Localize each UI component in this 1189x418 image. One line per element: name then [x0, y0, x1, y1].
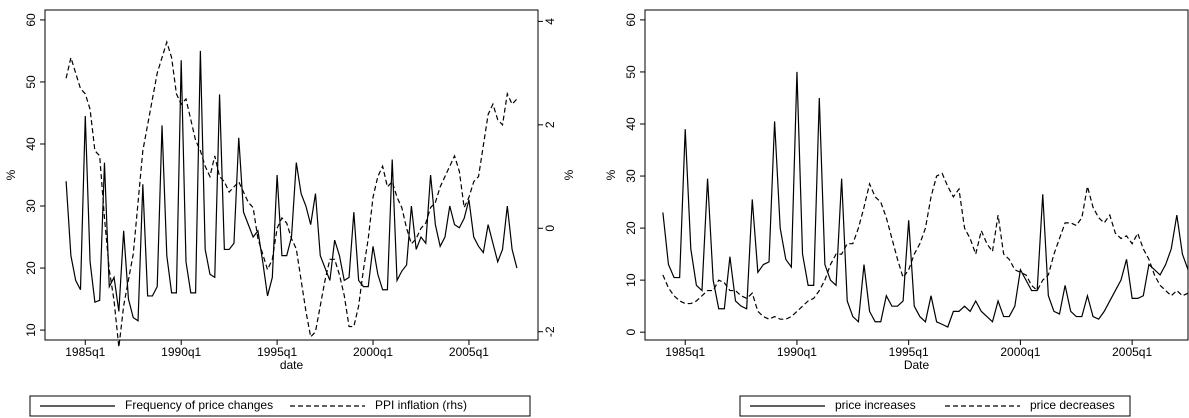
y-tick-label: 60: [24, 13, 38, 27]
legend-label: price increases: [835, 398, 916, 412]
legend-box: [739, 395, 1131, 417]
x-tick-label: 1990q1: [777, 345, 817, 359]
y2-tick-label: 2: [543, 121, 557, 128]
plot-frame: [644, 9, 1189, 341]
x-tick-label: 2005q1: [449, 345, 489, 359]
x-tick-label: 1985q1: [665, 345, 705, 359]
legend-box: [29, 395, 531, 417]
y-tick-label: 10: [24, 323, 38, 337]
legend-label: PPI inflation (rhs): [375, 398, 467, 412]
series-line: [65, 40, 518, 348]
series-line: [662, 71, 1189, 328]
legend-label: price decreases: [1030, 398, 1115, 412]
y-tick-label: 50: [24, 75, 38, 89]
y2-tick-label: -2: [543, 326, 557, 337]
y-tick-label: 20: [24, 261, 38, 275]
x-axis-title: date: [280, 358, 304, 372]
x-tick-label: 2000q1: [353, 345, 393, 359]
y-tick-label: 60: [624, 13, 638, 27]
y-axis-title: %: [4, 169, 18, 180]
y-tick-label: 30: [624, 169, 638, 183]
y2-tick-label: 4: [543, 18, 557, 25]
x-tick-label: 2005q1: [1112, 345, 1152, 359]
x-tick-label: 2000q1: [1000, 345, 1040, 359]
y-tick-label: 40: [24, 137, 38, 151]
x-axis-title: Date: [904, 358, 930, 372]
x-tick-label: 1990q1: [161, 345, 201, 359]
y-tick-label: 10: [624, 273, 638, 287]
x-tick-label: 1995q1: [889, 345, 929, 359]
y-tick-label: 20: [624, 221, 638, 235]
y-tick-label: 30: [24, 199, 38, 213]
x-tick-label: 1995q1: [257, 345, 297, 359]
plot-frame: [44, 9, 539, 341]
y-axis-title: %: [604, 169, 618, 180]
y2-axis-title: %: [562, 169, 576, 180]
series-line: [65, 50, 518, 322]
y-tick-label: 50: [624, 65, 638, 79]
y2-tick-label: 0: [543, 225, 557, 232]
legend-label: Frequency of price changes: [125, 398, 273, 412]
series-line: [662, 172, 1189, 320]
y-tick-label: 40: [624, 117, 638, 131]
y-tick-label: 0: [624, 329, 638, 336]
x-tick-label: 1985q1: [65, 345, 105, 359]
